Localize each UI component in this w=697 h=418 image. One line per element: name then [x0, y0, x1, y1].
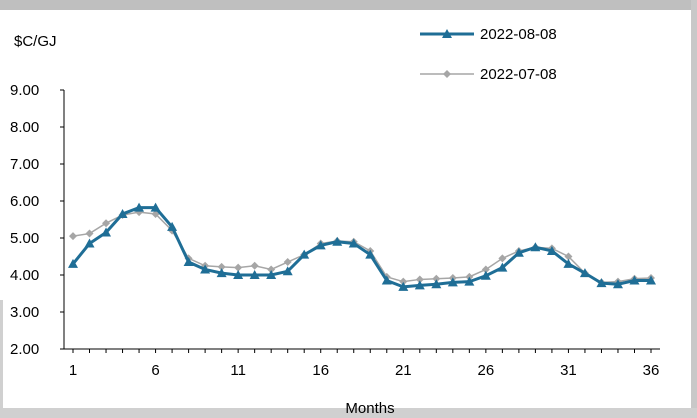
legend-marker [443, 70, 451, 78]
y-tick-label: 2.00 [10, 341, 39, 358]
data-point [267, 265, 276, 274]
data-point [563, 258, 574, 268]
data-point [249, 270, 260, 279]
data-point [399, 277, 408, 286]
legend: 2022-08-08 2022-07-08 [420, 26, 557, 83]
axes [63, 90, 660, 353]
data-point [513, 247, 524, 257]
data-point [480, 270, 491, 280]
data-point [117, 208, 128, 218]
series-2022-07-08 [69, 208, 655, 287]
x-tick-label: 26 [478, 362, 495, 379]
data-point [84, 238, 95, 248]
data-point [101, 227, 112, 237]
x-tick-label: 16 [312, 362, 329, 379]
x-tick-label: 31 [560, 362, 577, 379]
data-point [646, 275, 656, 285]
legend-marker [442, 29, 452, 38]
data-point [546, 245, 557, 255]
data-point [530, 242, 541, 252]
series-layer [68, 202, 656, 291]
legend-item: 2022-07-08 [420, 66, 557, 83]
data-point [102, 219, 111, 228]
data-point [431, 279, 442, 289]
data-point [564, 252, 573, 261]
x-tick-label: 6 [151, 362, 159, 379]
data-point [233, 270, 244, 279]
data-point [498, 254, 507, 263]
data-point [447, 277, 458, 287]
y-tick-label: 4.00 [10, 267, 39, 284]
left-border [0, 300, 3, 418]
data-point [266, 270, 277, 279]
data-point [432, 274, 441, 283]
legend-label: 2022-07-08 [480, 66, 557, 83]
y-tick-label: 7.00 [10, 156, 39, 173]
data-point [381, 275, 392, 285]
data-point [348, 238, 359, 248]
bottom-border [0, 408, 697, 418]
data-point [579, 268, 590, 278]
data-point [332, 236, 343, 246]
y-tick-label: 9.00 [10, 82, 39, 99]
top-border [0, 0, 697, 10]
series-line [71, 206, 651, 289]
data-point [69, 232, 77, 241]
data-point [200, 264, 211, 274]
x-tick-label: 1 [69, 362, 77, 379]
data-point [481, 265, 490, 274]
x-tick-label: 36 [643, 362, 660, 379]
x-tick-label: 11 [230, 362, 246, 379]
data-point [216, 268, 227, 278]
data-point [365, 249, 376, 259]
data-point [415, 275, 424, 284]
y-axis-unit-label: $C/GJ [14, 33, 57, 50]
data-point [234, 263, 243, 272]
data-point [315, 240, 326, 250]
data-point [150, 202, 161, 212]
y-tick-label: 6.00 [10, 193, 39, 210]
data-point [167, 221, 178, 231]
legend-item: 2022-08-08 [420, 26, 557, 43]
x-axis-tick-labels: 1 6 11 16 21 26 31 36 [69, 362, 660, 379]
series-2022-08-08 [68, 202, 656, 291]
data-point [250, 261, 259, 270]
data-point [629, 275, 640, 285]
data-point [134, 202, 145, 212]
data-point [68, 258, 78, 268]
data-point [497, 262, 508, 272]
y-tick-label: 5.00 [10, 230, 39, 247]
data-point [282, 266, 293, 276]
series-line [72, 211, 652, 284]
data-point [414, 280, 425, 290]
right-border [691, 0, 697, 418]
y-tick-label: 3.00 [10, 304, 39, 321]
x-axis-title: Months [345, 400, 394, 417]
data-point [464, 276, 475, 286]
data-point [612, 279, 623, 289]
x-tick-label: 21 [395, 362, 412, 379]
legend-label: 2022-08-08 [480, 26, 557, 43]
data-point [183, 257, 194, 267]
data-point [398, 281, 409, 291]
data-point [299, 249, 310, 259]
y-tick-label: 8.00 [10, 119, 39, 136]
data-point [217, 262, 226, 271]
data-point [85, 229, 94, 238]
data-point [283, 258, 292, 267]
y-axis-tick-labels: 2.00 3.00 4.00 5.00 6.00 7.00 8.00 9.00 [10, 82, 64, 358]
data-point [596, 278, 607, 288]
